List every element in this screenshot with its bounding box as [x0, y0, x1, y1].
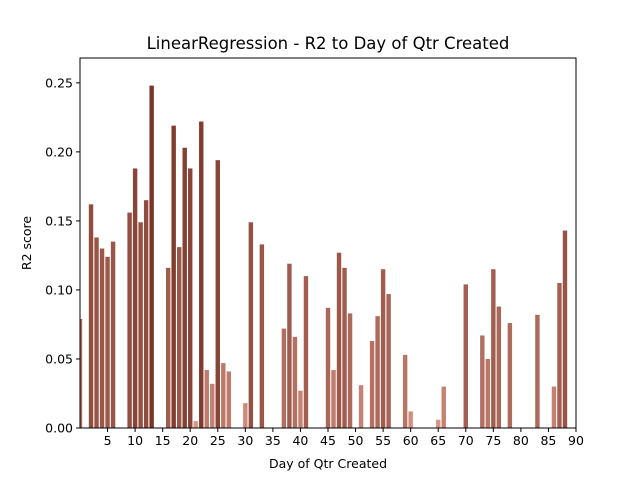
bar	[551, 386, 557, 428]
bar	[325, 307, 331, 428]
bar	[105, 256, 110, 428]
x-tick-label: 80	[513, 433, 529, 448]
bar	[480, 335, 485, 428]
x-tick-label: 35	[265, 433, 281, 448]
x-tick-label: 65	[430, 433, 446, 448]
bar	[177, 247, 182, 428]
bar	[182, 147, 187, 429]
bar	[369, 341, 375, 428]
x-tick-label: 30	[237, 433, 253, 448]
bar	[342, 267, 347, 428]
bar	[188, 168, 193, 428]
bar	[303, 276, 309, 428]
bar	[408, 411, 413, 428]
bar	[507, 323, 513, 428]
bar	[298, 390, 303, 428]
bar	[336, 252, 342, 428]
bar	[204, 370, 209, 428]
bar	[441, 386, 446, 428]
bar	[562, 230, 568, 428]
y-tick-label: 0.20	[45, 144, 73, 159]
x-tick-label: 50	[348, 433, 364, 448]
bar	[358, 385, 364, 428]
bar	[171, 125, 176, 429]
bar	[248, 222, 254, 428]
bar	[535, 314, 540, 428]
bar	[165, 267, 171, 428]
bar	[149, 85, 154, 429]
bar	[496, 306, 502, 428]
bar	[292, 336, 298, 428]
bar	[402, 354, 408, 428]
bar	[243, 403, 248, 428]
bar	[331, 370, 336, 428]
bar	[215, 160, 220, 428]
x-tick-label: 90	[568, 433, 584, 448]
x-axis-label: Day of Qtr Created	[269, 456, 387, 471]
bar	[386, 294, 391, 428]
x-tick-label: 10	[127, 433, 143, 448]
bar	[80, 318, 83, 428]
x-tick-label: 55	[375, 433, 391, 448]
x-tick-label: 60	[403, 433, 419, 448]
bar	[380, 269, 386, 428]
bar	[94, 237, 99, 428]
bar	[143, 200, 149, 428]
x-tick-label: 85	[540, 433, 556, 448]
bar	[210, 383, 215, 428]
x-tick-label: 70	[458, 433, 474, 448]
y-tick-label: 0.10	[45, 282, 73, 297]
x-tick-label: 20	[182, 433, 198, 448]
bar	[127, 212, 132, 428]
bar	[287, 263, 292, 428]
chart-title: LinearRegression - R2 to Day of Qtr Crea…	[147, 34, 510, 53]
bar	[557, 283, 562, 428]
y-tick-label: 0.05	[45, 351, 73, 366]
bar	[88, 204, 94, 428]
bar	[463, 284, 468, 428]
bar	[375, 316, 380, 428]
x-tick-label: 45	[320, 433, 336, 448]
bar	[436, 419, 441, 428]
y-axis-label: R2 score	[19, 216, 34, 271]
bar	[226, 371, 232, 428]
y-tick-label: 0.00	[45, 421, 73, 436]
x-tick-label: 5	[104, 433, 112, 448]
bar	[491, 269, 496, 428]
bar	[138, 222, 143, 428]
y-ticks: 0.00 0.05 0.10 0.15 0.20 0.25	[45, 75, 80, 436]
bar	[485, 358, 491, 428]
bar	[132, 168, 138, 428]
x-tick-label: 40	[292, 433, 308, 448]
bar	[110, 241, 116, 428]
bar	[99, 248, 105, 428]
x-ticks: 5 10 15 20 25 30 35 40 45 50 55 60 65 70 75 80 85 90	[104, 428, 584, 448]
bars-group	[80, 85, 568, 429]
x-tick-label: 75	[485, 433, 501, 448]
y-tick-label: 0.15	[45, 213, 73, 228]
bar	[199, 121, 204, 428]
y-tick-label: 0.25	[45, 75, 73, 90]
bar	[221, 363, 226, 428]
bar	[347, 313, 353, 428]
bar	[281, 328, 287, 428]
bar	[259, 244, 265, 428]
bar	[193, 421, 198, 428]
x-tick-label: 25	[210, 433, 226, 448]
x-tick-label: 15	[155, 433, 171, 448]
